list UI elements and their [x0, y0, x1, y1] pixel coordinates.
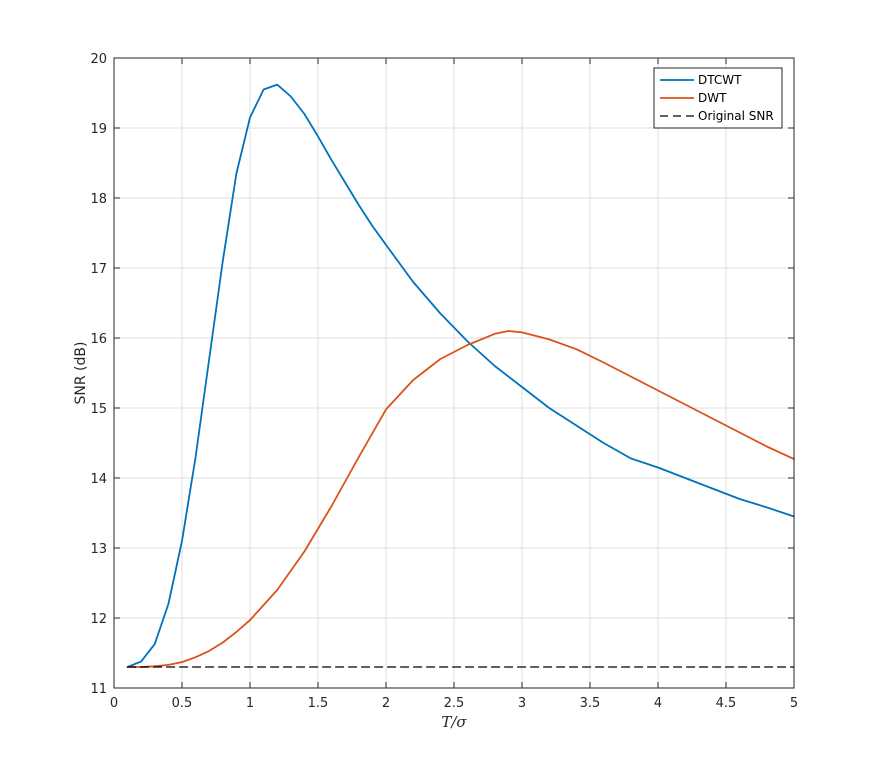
y-tick-label: 14 [90, 472, 107, 487]
y-tick-label: 17 [90, 262, 107, 277]
x-tick-label: 5 [790, 696, 798, 711]
y-tick-label: 15 [90, 402, 107, 417]
series-group [126, 83, 795, 668]
legend-entry-label: DWT [698, 91, 727, 105]
x-tick-label: 4.5 [716, 696, 737, 711]
y-tick-label: 16 [90, 332, 107, 347]
grid [114, 58, 794, 688]
y-tick-label: 20 [90, 52, 107, 67]
series-line-dwt [126, 330, 795, 668]
x-tick-label: 0 [110, 696, 118, 711]
y-tick-label: 18 [90, 192, 107, 207]
y-tick-label: 12 [90, 612, 107, 627]
x-tick-label: 2 [382, 696, 390, 711]
legend-entry-label: DTCWT [698, 73, 742, 87]
legend: DTCWT DWT Original SNR [653, 67, 783, 129]
x-tick-label: 1.5 [308, 696, 329, 711]
ticks-group: 0 0.5 1 1.5 2 2.5 3 3.5 4 4.5 5 11 12 13 14 15 16 17 18 19 2… [90, 52, 798, 711]
x-tick-label: 2.5 [444, 696, 465, 711]
x-tick-label: 1 [246, 696, 254, 711]
x-tick-label: 3 [518, 696, 526, 711]
x-tick-label: 0.5 [172, 696, 193, 711]
x-axis-label: T/σ [441, 713, 467, 731]
x-tick-label: 3.5 [580, 696, 601, 711]
y-tick-label: 19 [90, 122, 107, 137]
y-tick-label: 13 [90, 542, 107, 557]
series-line-dtcwt [126, 83, 795, 668]
legend-entry-label: Original SNR [698, 109, 774, 123]
y-axis-label: SNR (dB) [73, 342, 89, 405]
x-tick-label: 4 [654, 696, 662, 711]
y-tick-label: 11 [90, 682, 107, 697]
